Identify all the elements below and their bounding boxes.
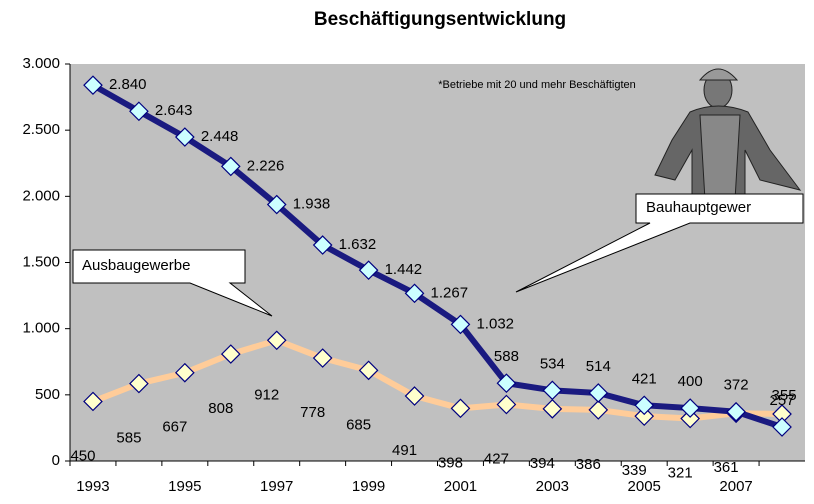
annotation: *Betriebe mit 20 und mehr Beschäftigten [438,79,636,91]
series-line [91,82,783,430]
callout-label: Bauhauptgewer [646,199,751,216]
y-tick-label: 500 [35,386,60,403]
marker [129,373,149,394]
x-tick-label: 1997 [260,478,293,495]
marker [496,394,517,415]
worker-illustration [654,68,802,201]
marker [220,344,241,364]
marker [588,400,609,420]
marker [634,395,655,416]
marker [129,101,149,122]
plot-layer: 0 500 1.000 1.500 2.000 2.500 3.000 1993 1995 199… [22,55,805,495]
x-tick-label: 2001 [444,478,477,495]
data-label: 372 [724,377,749,394]
y-tick-label: 2.000 [22,187,60,204]
x-tick-label: 1995 [168,478,201,495]
callout-ausbau: Ausbaugewerbe [72,249,273,317]
data-label: 2.643 [155,102,193,119]
x-tick-label: 1999 [352,478,385,495]
data-label: 257 [770,392,795,409]
callout-box [72,249,273,317]
data-label: 1.267 [431,284,469,301]
marker [312,235,333,255]
marker [496,373,517,394]
chart-title: Beschäftigungsentwicklung [314,9,566,30]
marker [404,283,425,304]
marker [358,360,379,381]
marker [542,380,563,401]
marker [266,194,287,215]
data-label: 534 [540,355,565,372]
data-label: 1.632 [339,236,377,253]
x-tick-label: 2003 [536,478,569,495]
data-label: 427 [484,450,509,467]
y-tick-label: 1.500 [22,253,60,270]
y-tick-label: 2.500 [22,121,60,138]
data-label: 514 [586,358,611,375]
marker [358,260,379,281]
series-line [91,337,783,422]
x-tick-label: 2005 [628,478,661,495]
y-tick-label: 3.000 [22,55,60,72]
marker [83,75,103,96]
data-label: 912 [254,386,279,403]
data-label: 450 [70,447,95,464]
data-label: 2.840 [109,76,147,93]
x-tick-label: 2007 [719,478,752,495]
data-label: 778 [300,404,325,421]
marker [542,399,563,419]
data-label: 1.938 [293,196,331,213]
data-label: 685 [346,416,371,433]
data-label: 1.032 [476,315,514,332]
callout-label: Ausbaugewerbe [82,257,190,274]
marker [726,401,746,422]
data-label: 355 [772,387,797,404]
marker [220,156,241,177]
data-label: 398 [438,454,463,471]
marker [450,398,471,419]
marker [680,398,701,418]
data-label: 491 [392,442,417,459]
marker [404,386,425,406]
y-tick-label: 0 [52,452,60,469]
data-label: 394 [530,455,555,472]
data-label: 321 [668,464,693,481]
data-label: 588 [494,348,519,365]
marker [83,391,103,412]
marker [174,127,195,147]
data-label: 339 [622,462,647,479]
marker [266,330,287,351]
marker [450,314,471,335]
data-label: 2.226 [247,157,285,174]
marker [772,417,792,437]
callout-bauhaupt: Bauhauptgewer [515,193,804,293]
marker [680,408,701,429]
data-label: 585 [116,430,141,447]
data-label: 2.448 [201,128,239,145]
data-label: 1.442 [385,261,423,278]
marker [312,348,333,368]
data-label: 386 [576,456,601,473]
marker [174,362,195,383]
data-label: 421 [632,370,657,387]
data-label: 667 [162,419,187,436]
data-label: 400 [678,373,703,390]
marker [634,406,655,426]
x-tick-label: 1993 [76,478,109,495]
data-label: 808 [208,400,233,417]
y-tick-label: 1.000 [22,320,60,337]
marker [588,383,609,403]
data-label: 361 [714,459,739,476]
callout-box [515,193,804,293]
